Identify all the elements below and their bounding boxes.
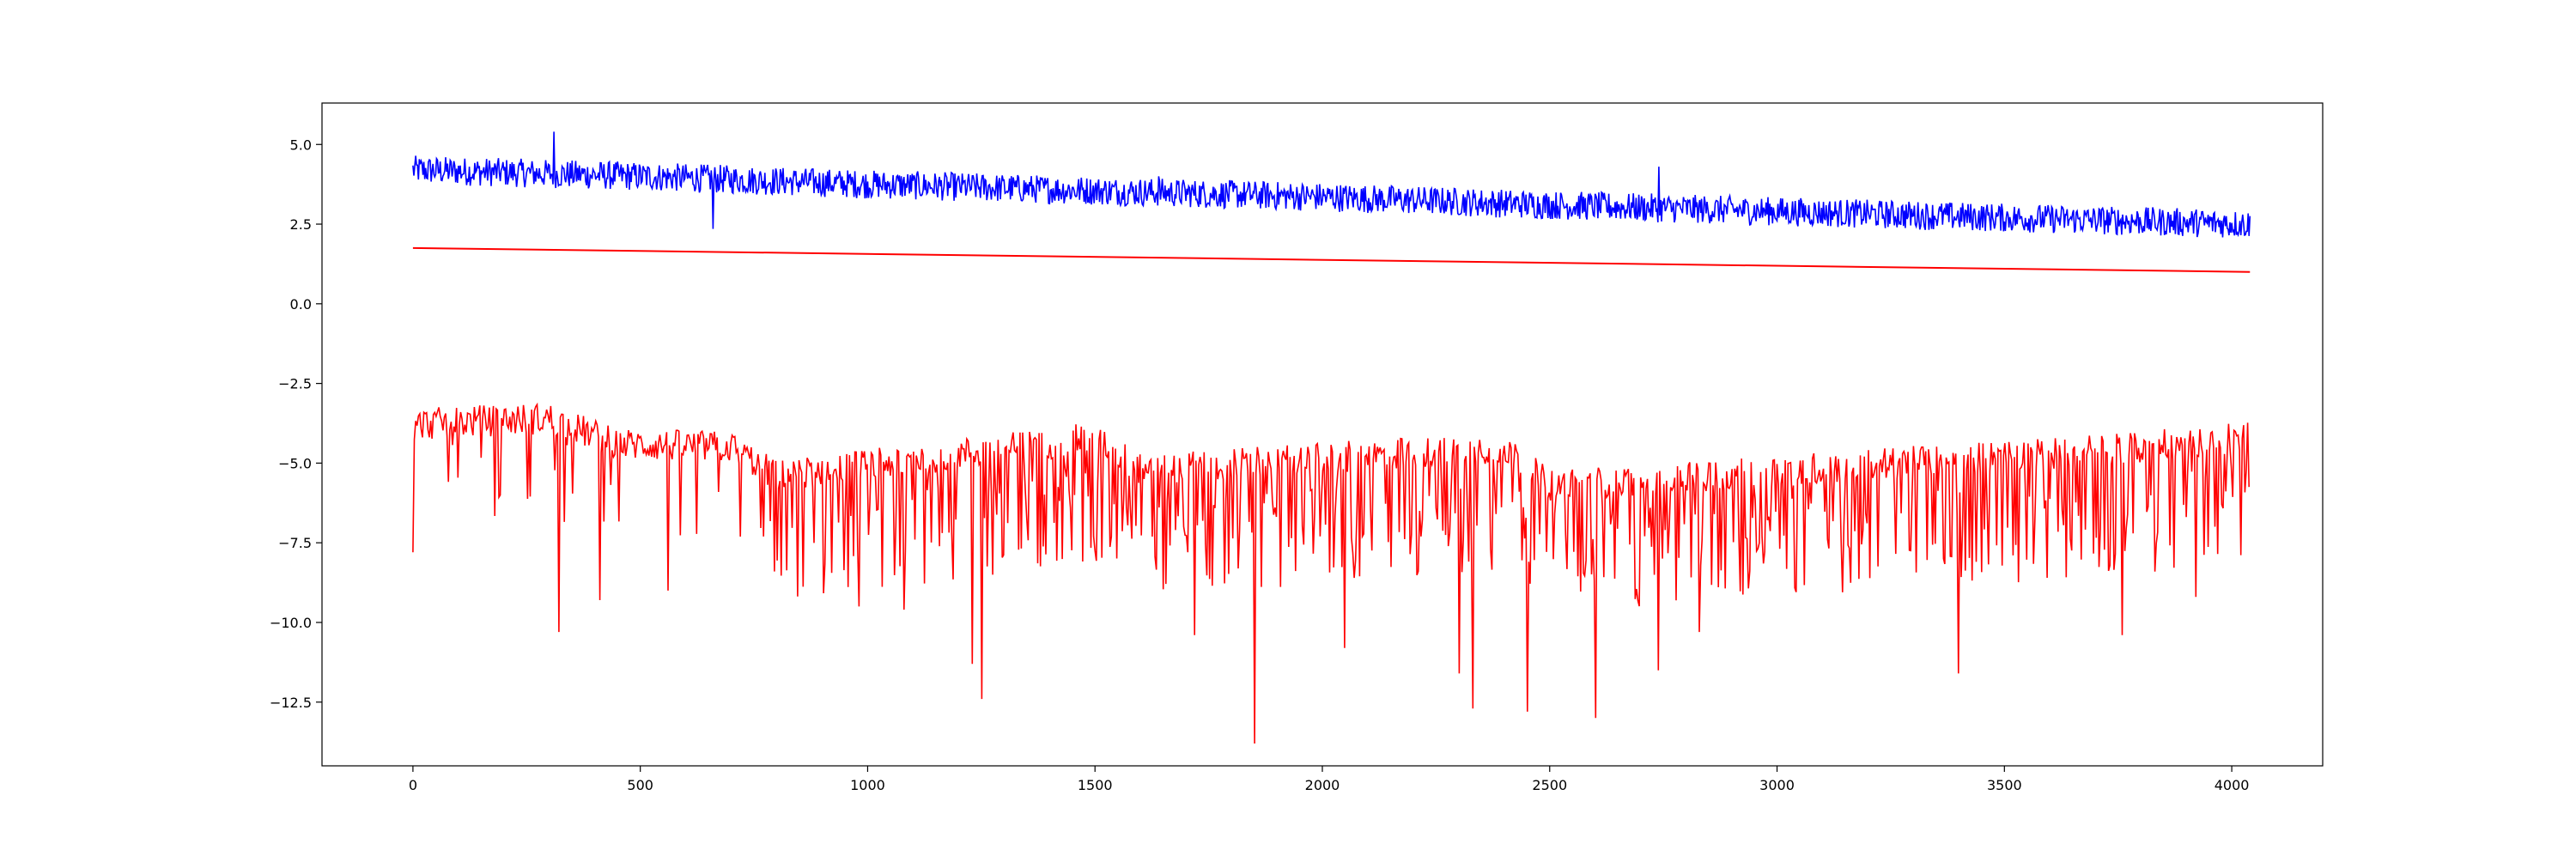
y-tick-label: −7.5 bbox=[278, 535, 312, 551]
x-tick-label: 0 bbox=[409, 777, 417, 793]
y-tick-label: 5.0 bbox=[290, 137, 312, 153]
y-tick-label: 2.5 bbox=[290, 216, 312, 233]
x-tick-label: 1500 bbox=[1078, 777, 1113, 793]
x-tick-label: 3000 bbox=[1759, 777, 1795, 793]
series-red-trend-line bbox=[412, 246, 2251, 273]
x-axis: 0 500 1000 1500 2000 2500 3000 3500 4000 bbox=[409, 766, 2250, 793]
x-tick-label: 3500 bbox=[1987, 777, 2022, 793]
series-layer bbox=[412, 131, 2251, 744]
x-tick-label: 1000 bbox=[850, 777, 885, 793]
y-axis: 5.0 2.5 0.0 −2.5 −5.0 −7.5 −10.0 −12.5 bbox=[270, 137, 322, 711]
y-tick-label: −10.0 bbox=[270, 615, 312, 631]
y-tick-label: −12.5 bbox=[270, 695, 312, 711]
y-tick-label: 0.0 bbox=[290, 296, 312, 313]
series-red-volatile-line bbox=[412, 402, 2250, 744]
y-tick-label: −5.0 bbox=[278, 455, 312, 471]
x-tick-label: 500 bbox=[627, 777, 653, 793]
x-tick-label: 2000 bbox=[1305, 777, 1340, 793]
series-blue-noisy-line bbox=[412, 131, 2251, 238]
x-tick-label: 4000 bbox=[2215, 777, 2250, 793]
x-tick-label: 2500 bbox=[1532, 777, 1567, 793]
y-tick-label: −2.5 bbox=[278, 376, 312, 392]
